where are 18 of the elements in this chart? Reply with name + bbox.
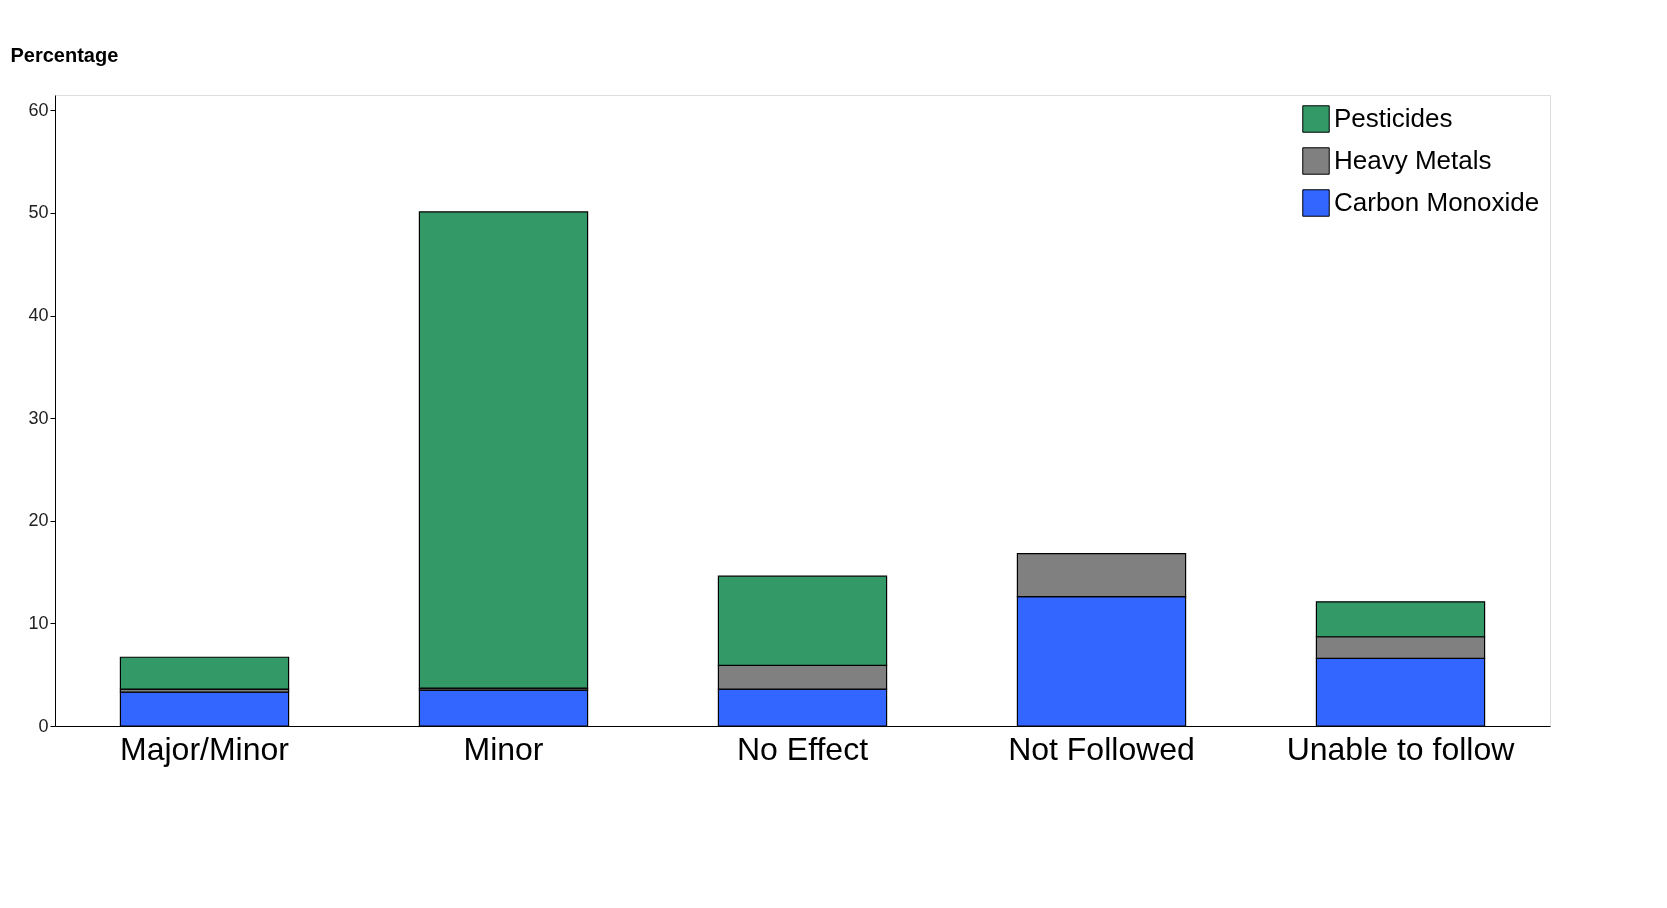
y-tick-label: 20 (28, 510, 49, 531)
x-tick-label: No Effect (736, 730, 869, 767)
x-tick-label: Major/Minor (120, 730, 290, 767)
y-tick-label: 50 (28, 202, 49, 223)
legend-label: Pesticides (1334, 103, 1453, 133)
y-tick-label: 30 (28, 407, 49, 428)
y-tick-label: 40 (28, 305, 49, 326)
bar (418, 211, 589, 689)
x-tick-label: Unable to follow (1286, 730, 1516, 767)
y-tick-label: 10 (28, 612, 49, 633)
y-axis-title: Percentage (10, 43, 119, 66)
x-tick-label: Not Followed (1008, 730, 1195, 767)
y-tick-label: 0 (38, 715, 49, 736)
bar (119, 656, 290, 690)
legend-label: Carbon Monoxide (1334, 187, 1540, 217)
y-tick-label: 60 (28, 99, 49, 120)
x-tick-label: Minor (463, 730, 544, 767)
legend-label: Heavy Metals (1334, 145, 1492, 175)
